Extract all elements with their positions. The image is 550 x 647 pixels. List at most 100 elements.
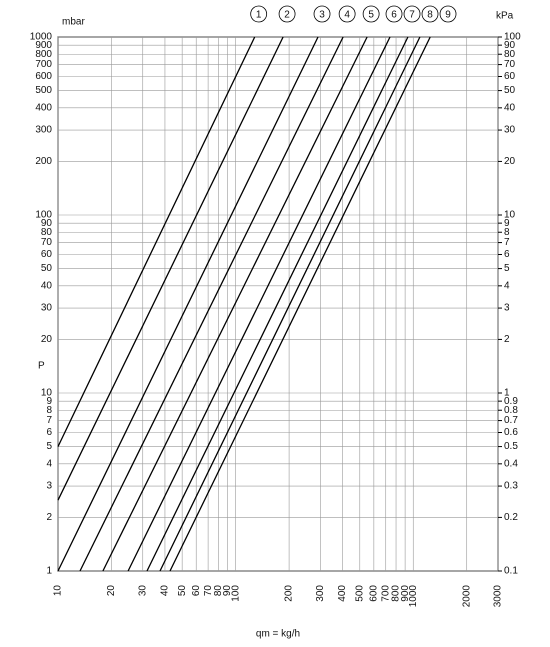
x-tick-label: 50 (177, 585, 188, 597)
x-tick-label: 300 (315, 585, 326, 602)
series-line (169, 36, 431, 572)
y-tick-label: 800 (35, 49, 52, 60)
x-tick-label: 700 (380, 585, 391, 602)
series-line (127, 36, 391, 572)
y-tick-label: 40 (41, 280, 53, 291)
y2-tick-label: 0.8 (504, 405, 518, 416)
y2-tick-label: 3 (504, 303, 510, 314)
x-tick-label: 10 (53, 585, 64, 597)
series-line (102, 36, 368, 572)
y-tick-label: 3 (46, 481, 52, 492)
series-line (57, 36, 319, 572)
legend-marker (439, 5, 457, 23)
legend-marker (313, 5, 331, 23)
y2-tick-label: 80 (504, 49, 516, 60)
y2-tick-label: 0.6 (504, 427, 518, 438)
y-tick-label: 8 (46, 405, 52, 416)
y-tick-label: 400 (35, 102, 52, 113)
x-tick-label: 600 (368, 585, 379, 602)
x-tick-label: 2000 (461, 585, 472, 608)
y2-tick-label: 9 (504, 218, 510, 229)
y2-tick-label: 0.3 (504, 481, 518, 492)
legend-marker (278, 5, 296, 23)
y2-tick-label: 90 (504, 40, 516, 51)
y-tick-label: 80 (41, 227, 53, 238)
y-tick-label: 5 (46, 441, 52, 452)
x-tick-label: 200 (284, 585, 295, 602)
series-line (146, 36, 409, 572)
y-tick-label: 50 (41, 263, 53, 274)
y-tick-label: 70 (41, 237, 53, 248)
y-tick-label: 900 (35, 40, 52, 51)
y2-tick-label: 50 (504, 85, 516, 96)
y2-tick-label: 30 (504, 125, 516, 136)
y2-tick-label: 0.2 (504, 512, 518, 523)
x-tick-label: 1000 (408, 585, 419, 608)
legend-label: 5 (368, 10, 374, 21)
y2-tick-label: 0.7 (504, 415, 518, 426)
x-tick-label: 40 (160, 585, 171, 597)
legend-marker (338, 5, 356, 23)
y-tick-label: 300 (35, 125, 52, 136)
legend-marker (250, 5, 268, 23)
y-tick-label: 7 (46, 415, 52, 426)
y2-tick-label: 100 (504, 32, 521, 43)
legend-label: 8 (427, 10, 433, 21)
legend-label: 2 (284, 10, 290, 21)
x-tick-label: 3000 (493, 585, 504, 608)
x-tick-label: 90 (222, 585, 233, 597)
legend-label: 6 (391, 10, 397, 21)
y-tick-label: 90 (41, 218, 53, 229)
y2-tick-label: 0.9 (504, 396, 518, 407)
y2-tick-label: 8 (504, 227, 510, 238)
series-line (57, 36, 256, 447)
x-tick-label: 400 (337, 585, 348, 602)
series-line (159, 36, 421, 572)
y-tick-label: 20 (41, 334, 53, 345)
y2-tick-label: 70 (504, 59, 516, 70)
y-tick-label: 500 (35, 85, 52, 96)
y2-tick-label: 60 (504, 71, 516, 82)
y2-tick-label: 40 (504, 102, 516, 113)
y2-tick-label: 0.4 (504, 458, 518, 469)
y-tick-label: 200 (35, 156, 52, 167)
y-tick-label: 1000 (30, 32, 53, 43)
y-tick-label: 9 (46, 396, 52, 407)
y-axis-label: mbar (62, 17, 85, 28)
legend-label: 1 (256, 10, 262, 21)
x-axis-label: qm = kg/h (256, 629, 300, 640)
y-tick-label: 30 (41, 303, 53, 314)
x-tick-label: 30 (137, 585, 148, 597)
series-line (79, 36, 344, 572)
legend-marker (385, 5, 403, 23)
y2-tick-label: 0.5 (504, 441, 518, 452)
y-tick-label: 2 (46, 512, 52, 523)
series-line (57, 36, 284, 501)
x-tick-label: 80 (213, 585, 224, 597)
legend-marker (421, 5, 439, 23)
y-tick-label: 10 (41, 388, 53, 399)
y2-tick-label: 6 (504, 249, 510, 260)
y-tick-label: 600 (35, 71, 52, 82)
y2-tick-label: 4 (504, 280, 510, 291)
legend-marker (362, 5, 380, 23)
y2-tick-label: 2 (504, 334, 510, 345)
y-tick-label: 4 (46, 458, 52, 469)
x-tick-label: 100 (230, 585, 241, 602)
y-symbol: P (38, 361, 45, 372)
y2-tick-label: 20 (504, 156, 516, 167)
x-tick-label: 20 (106, 585, 117, 597)
legend-marker (403, 5, 421, 23)
legend-label: 3 (319, 10, 325, 21)
y2-tick-label: 0.1 (504, 566, 518, 577)
y-tick-label: 60 (41, 249, 53, 260)
x-tick-label: 70 (203, 585, 214, 597)
x-tick-label: 500 (354, 585, 365, 602)
legend-label: 7 (409, 10, 415, 21)
y-tick-label: 100 (35, 210, 52, 221)
y2-tick-label: 10 (504, 210, 516, 221)
legend-label: 9 (445, 10, 451, 21)
y2-tick-label: 1 (504, 388, 510, 399)
y2-tick-label: 7 (504, 237, 510, 248)
